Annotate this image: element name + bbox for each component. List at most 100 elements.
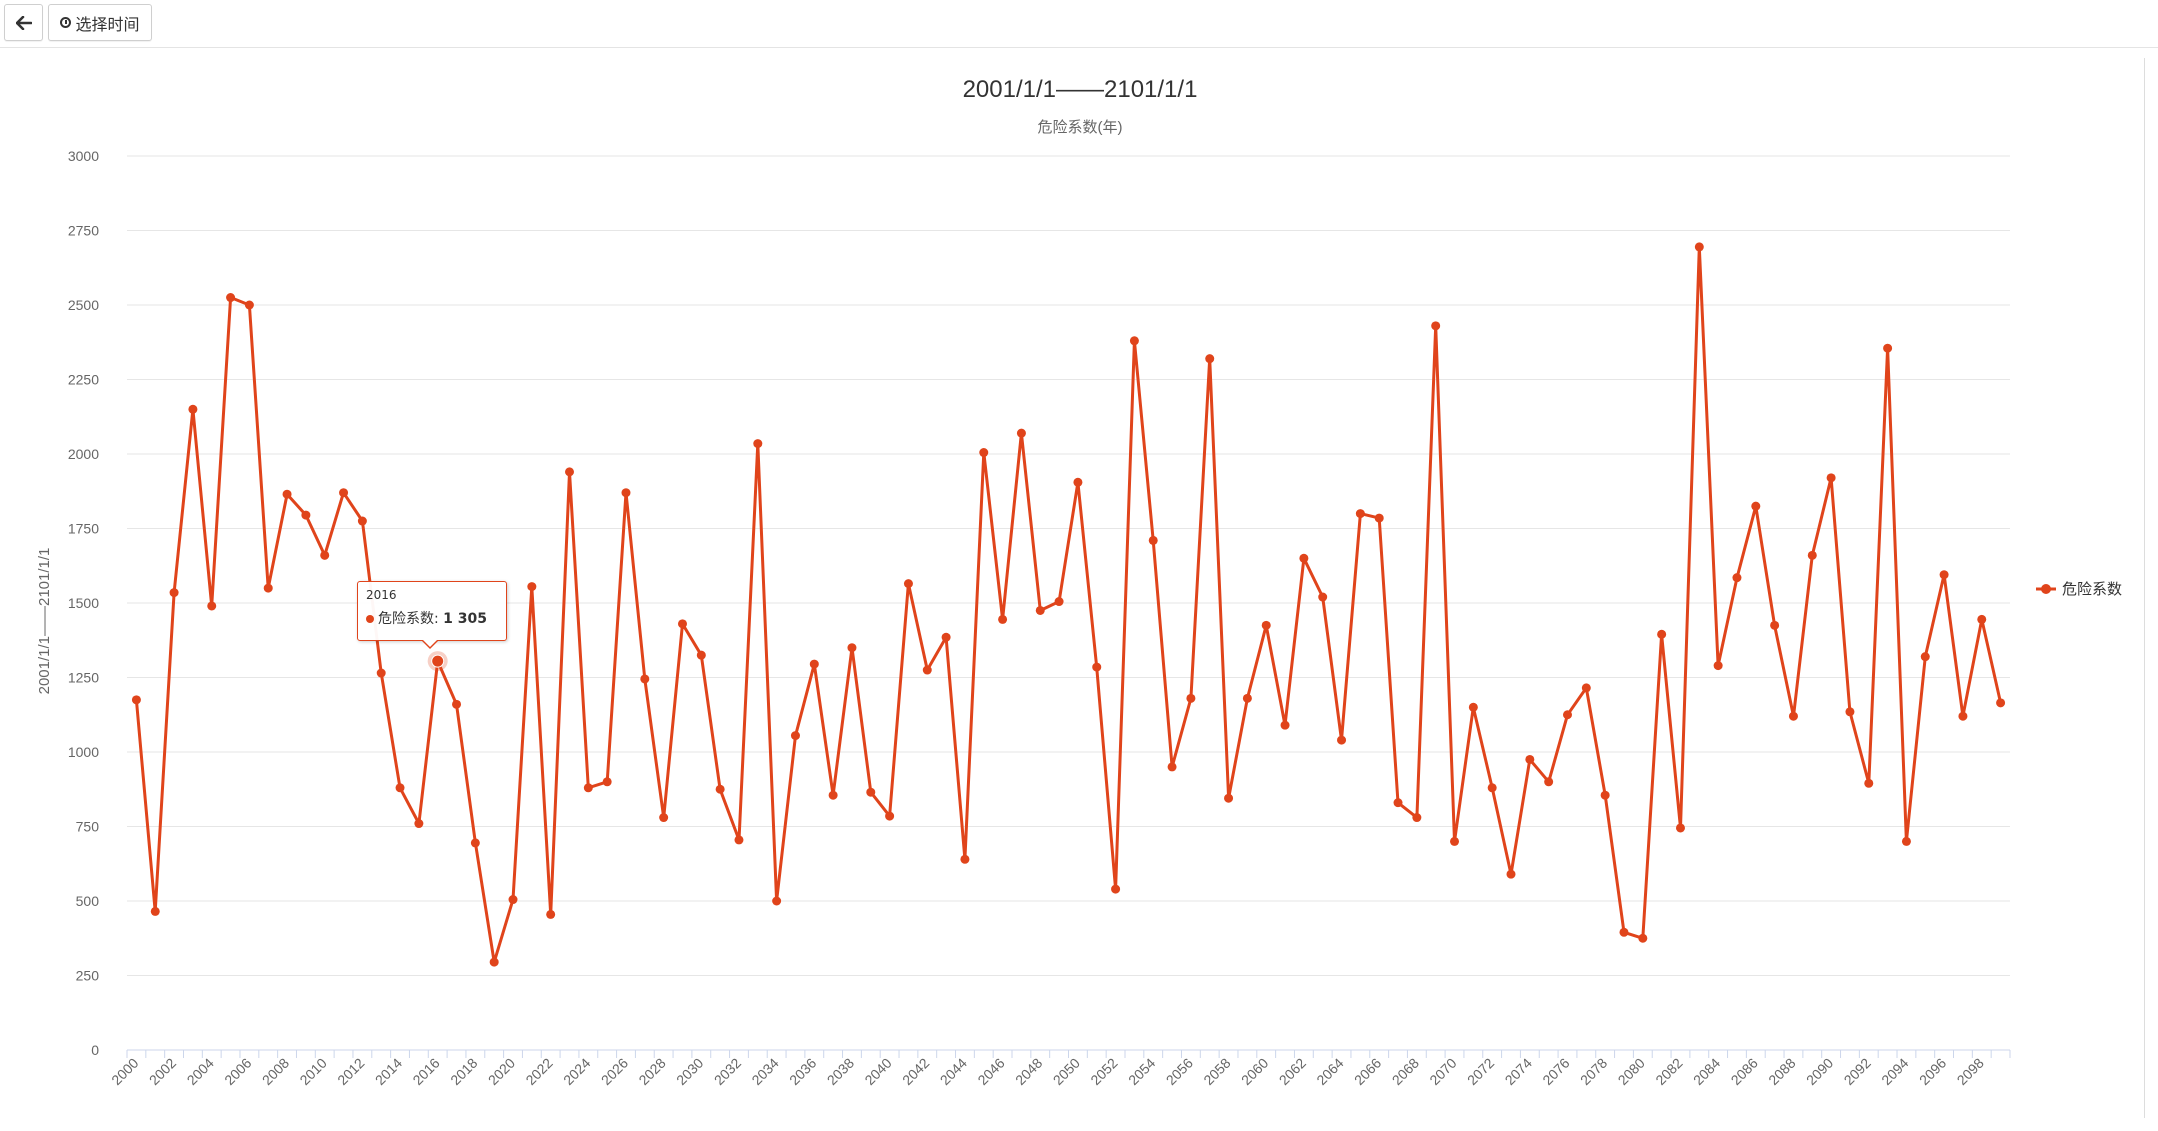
data-point[interactable] [640, 674, 650, 684]
data-point[interactable] [452, 699, 462, 709]
data-point[interactable] [1657, 629, 1667, 639]
data-point[interactable] [1111, 884, 1121, 894]
data-point[interactable] [809, 659, 819, 669]
data-point[interactable] [1958, 711, 1968, 721]
data-point[interactable] [527, 582, 537, 592]
data-point[interactable] [546, 909, 556, 919]
legend[interactable]: 危险系数 [2036, 581, 2122, 598]
data-point[interactable] [1845, 707, 1855, 717]
data-point[interactable] [1299, 553, 1309, 563]
data-point[interactable] [753, 439, 763, 449]
data-point[interactable] [1770, 620, 1780, 630]
data-point[interactable] [1883, 343, 1893, 353]
data-point[interactable] [1864, 778, 1874, 788]
data-point[interactable] [489, 957, 499, 967]
data-point[interactable] [1675, 823, 1685, 833]
data-point[interactable] [131, 695, 141, 705]
data-point[interactable] [357, 516, 367, 526]
data-point[interactable] [772, 896, 782, 906]
data-point[interactable] [1487, 783, 1497, 793]
data-point[interactable] [1431, 321, 1441, 331]
back-button[interactable] [4, 4, 43, 41]
data-point[interactable] [395, 783, 405, 793]
data-point[interactable] [1167, 762, 1177, 772]
data-point[interactable] [263, 583, 273, 593]
data-point[interactable] [320, 550, 330, 560]
data-point[interactable] [979, 448, 989, 458]
data-point[interactable] [1374, 513, 1384, 523]
data-point[interactable] [1544, 777, 1554, 787]
data-point[interactable] [1901, 836, 1911, 846]
data-point[interactable] [1468, 702, 1478, 712]
data-point[interactable] [1562, 710, 1572, 720]
data-point[interactable] [1807, 550, 1817, 560]
data-point[interactable] [282, 489, 292, 499]
data-point[interactable] [1261, 620, 1271, 630]
data-point[interactable] [1073, 477, 1083, 487]
data-point[interactable] [1751, 501, 1761, 511]
data-point[interactable] [790, 731, 800, 741]
data-point[interactable] [1506, 869, 1516, 879]
data-point[interactable] [828, 790, 838, 800]
data-point[interactable] [1525, 754, 1535, 764]
data-point[interactable] [1920, 652, 1930, 662]
data-point[interactable] [1148, 535, 1158, 545]
data-point[interactable] [150, 906, 160, 916]
data-point[interactable] [847, 643, 857, 653]
data-point[interactable] [1242, 693, 1252, 703]
data-point[interactable] [188, 404, 198, 414]
data-point[interactable] [508, 895, 518, 905]
data-point[interactable] [960, 854, 970, 864]
data-point[interactable] [1619, 927, 1629, 937]
data-point[interactable] [414, 819, 424, 829]
data-point[interactable] [339, 488, 349, 498]
data-point[interactable] [715, 784, 725, 794]
data-point[interactable] [696, 650, 706, 660]
data-point[interactable] [1186, 693, 1196, 703]
data-point[interactable] [470, 838, 480, 848]
data-point[interactable] [1280, 720, 1290, 730]
data-point[interactable] [169, 588, 179, 598]
data-point[interactable] [1412, 813, 1422, 823]
data-point[interactable] [1939, 570, 1949, 580]
data-point[interactable] [1205, 354, 1215, 364]
data-point[interactable] [621, 488, 631, 498]
data-point[interactable] [1713, 661, 1723, 671]
data-point[interactable] [922, 665, 932, 675]
data-point[interactable] [1600, 790, 1610, 800]
data-point[interactable] [565, 467, 575, 477]
data-point[interactable] [583, 783, 593, 793]
data-point[interactable] [1977, 614, 1987, 624]
data-point[interactable] [1581, 683, 1591, 693]
data-point[interactable] [998, 614, 1008, 624]
data-point[interactable] [885, 811, 895, 821]
data-point[interactable] [1996, 698, 2006, 708]
select-time-button[interactable]: 选择时间 [48, 4, 152, 41]
data-point[interactable] [431, 654, 445, 668]
data-point[interactable] [866, 787, 876, 797]
data-point[interactable] [1318, 592, 1328, 602]
data-point[interactable] [1129, 336, 1139, 346]
data-point[interactable] [1092, 662, 1102, 672]
data-point[interactable] [244, 300, 254, 310]
data-point[interactable] [1788, 711, 1798, 721]
data-point[interactable] [734, 835, 744, 845]
data-point[interactable] [207, 601, 217, 611]
data-point[interactable] [301, 510, 311, 520]
data-point[interactable] [1450, 836, 1460, 846]
data-point[interactable] [1016, 428, 1026, 438]
data-point[interactable] [376, 668, 386, 678]
data-point[interactable] [1337, 735, 1347, 745]
data-point[interactable] [1694, 242, 1704, 252]
data-point[interactable] [1732, 573, 1742, 583]
data-point[interactable] [1355, 509, 1365, 519]
data-point[interactable] [677, 619, 687, 629]
data-point[interactable] [1035, 605, 1045, 615]
data-point[interactable] [941, 632, 951, 642]
data-point[interactable] [602, 777, 612, 787]
data-point[interactable] [1224, 793, 1234, 803]
data-point[interactable] [903, 579, 913, 589]
data-point[interactable] [1054, 597, 1064, 607]
data-point[interactable] [659, 813, 669, 823]
data-point[interactable] [1638, 933, 1648, 943]
